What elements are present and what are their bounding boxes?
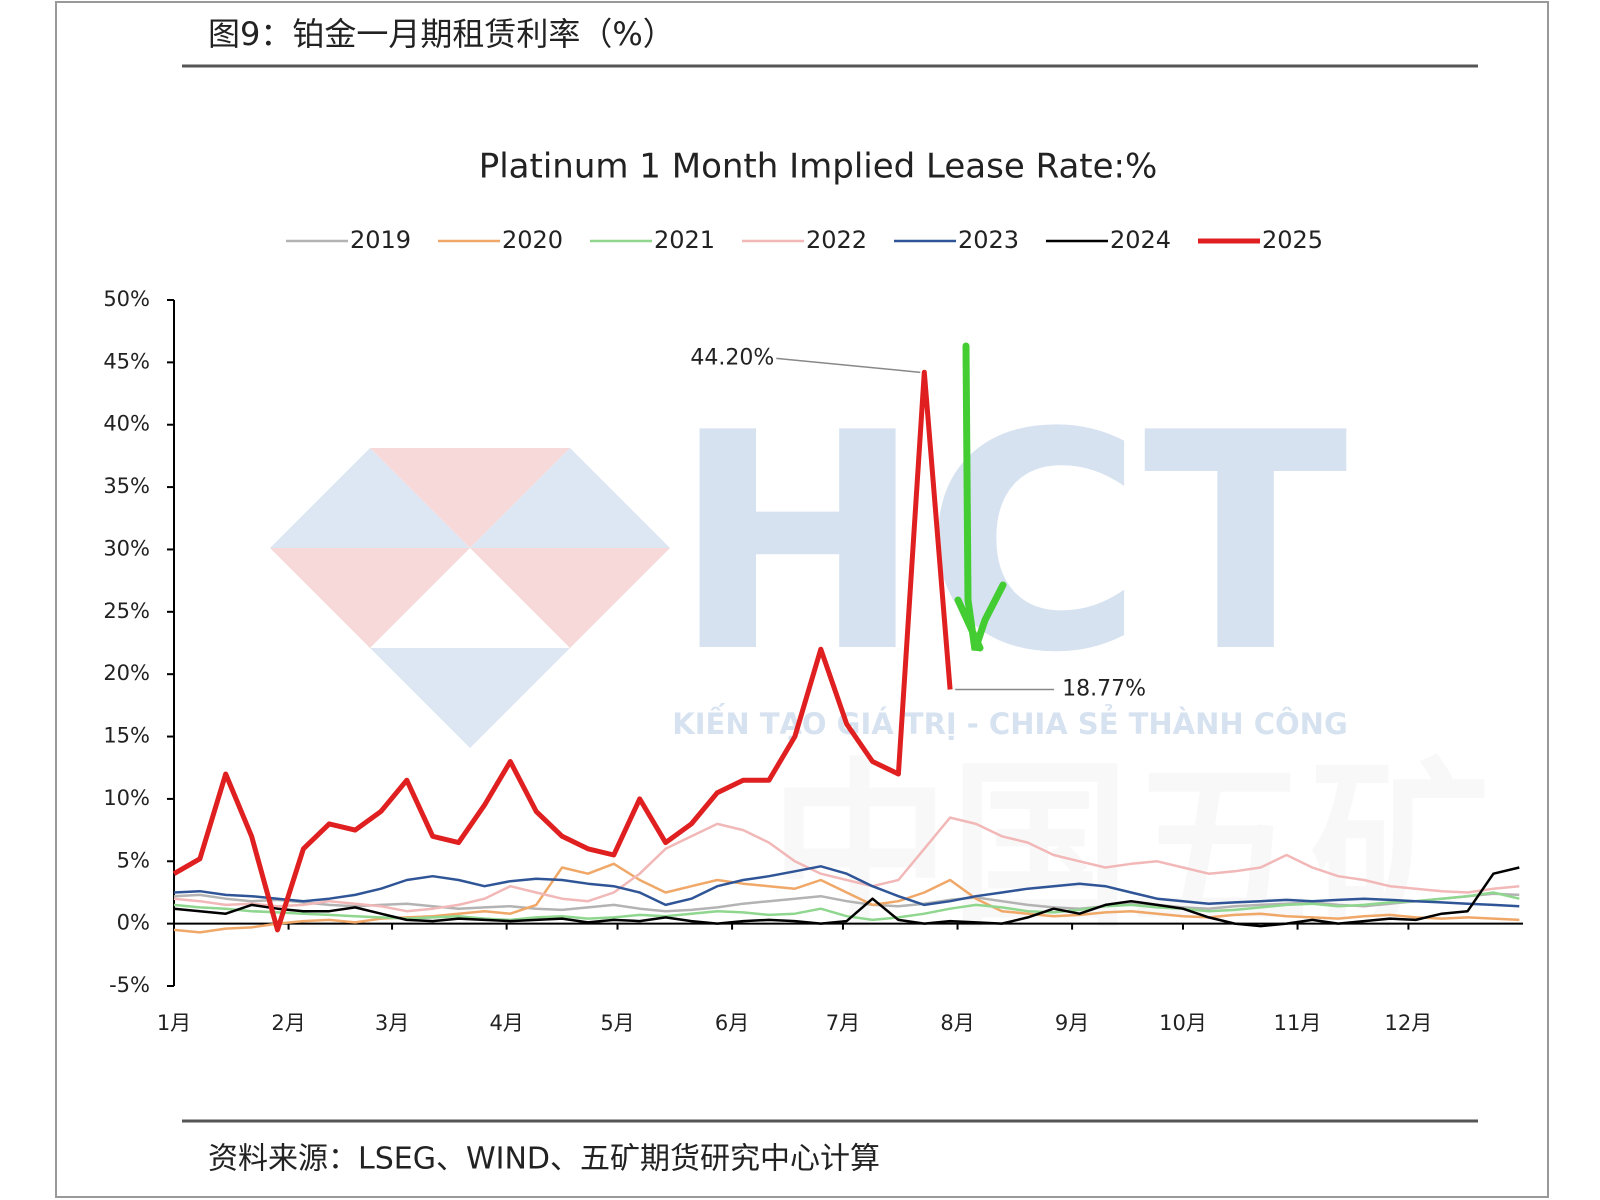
x-tick-label: 8月 <box>940 1011 974 1035</box>
x-tick-label: 2月 <box>271 1011 305 1035</box>
series-line <box>173 816 1520 913</box>
legend-label: 2024 <box>1110 226 1171 254</box>
y-tick-label: 35% <box>103 474 150 498</box>
y-tick-label: 0% <box>117 911 150 935</box>
y-tick-label: -5% <box>109 973 150 997</box>
label-leader <box>776 357 921 374</box>
watermark: HCT KIẾN TẠO GIÁ TRỊ - CHIA SẺ THÀNH CÔN… <box>270 369 1490 952</box>
logo-shape <box>370 448 570 548</box>
logo-shape <box>270 448 470 548</box>
watermark-slogan: KIẾN TẠO GIÁ TRỊ - CHIA SẺ THÀNH CÔNG <box>672 704 1348 741</box>
data-label: 44.20% <box>690 345 774 370</box>
chart-title: Platinum 1 Month Implied Lease Rate:% <box>479 147 1158 187</box>
x-tick-label: 3月 <box>375 1011 409 1035</box>
y-tick-label: 40% <box>103 412 150 436</box>
y-tick-label: 10% <box>103 786 150 810</box>
frame <box>55 1 1549 1198</box>
source-note: 资料来源：LSEG、WIND、五矿期货研究中心计算 <box>208 1142 880 1177</box>
x-tick-label: 11月 <box>1274 1011 1322 1035</box>
y-tick-label: 25% <box>103 599 150 623</box>
watermark-logo: HCT <box>672 369 1349 718</box>
legend-label: 2022 <box>806 226 867 254</box>
logo-shape <box>470 448 670 548</box>
x-tick-label: 12月 <box>1385 1011 1433 1035</box>
y-tick-label: 30% <box>103 536 150 560</box>
plot: -5% 0% 5% 10% 15% 20% 25% 30% 35% 40% 45% 50% 1月 2月 3月… <box>103 226 1523 1035</box>
y-tick-label: 45% <box>103 349 150 373</box>
legend-label: 2023 <box>958 226 1019 254</box>
x-tick-label: 9月 <box>1055 1011 1089 1035</box>
legend-label: 2021 <box>654 226 715 254</box>
x-tick-label: 6月 <box>715 1011 749 1035</box>
logo-shape <box>270 548 470 648</box>
x-tick-label: 10月 <box>1159 1011 1207 1035</box>
x-tick-label: 1月 <box>157 1011 191 1035</box>
logo-shape <box>370 648 570 748</box>
x-tick-label: 5月 <box>600 1011 634 1035</box>
x-tick-label: 4月 <box>489 1011 523 1035</box>
data-label: 18.77% <box>1062 677 1146 702</box>
series-line <box>173 866 1520 928</box>
legend-label: 2020 <box>502 226 563 254</box>
watermark-mark: 中国五矿 <box>770 743 1490 952</box>
y-tick-label: 5% <box>117 848 150 872</box>
legend-label: 2019 <box>350 226 411 254</box>
series-line <box>172 369 953 933</box>
logo-shape <box>470 548 670 648</box>
y-tick-label: 50% <box>103 287 150 311</box>
legend-label: 2025 <box>1262 226 1323 254</box>
x-tick-label: 7月 <box>826 1011 860 1035</box>
y-tick-label: 15% <box>103 724 150 748</box>
figure-title: 图9：铂金一月期租赁利率（%） <box>208 15 675 53</box>
y-tick-label: 20% <box>103 661 150 685</box>
arrow <box>954 342 1007 652</box>
series-line <box>173 865 1520 908</box>
